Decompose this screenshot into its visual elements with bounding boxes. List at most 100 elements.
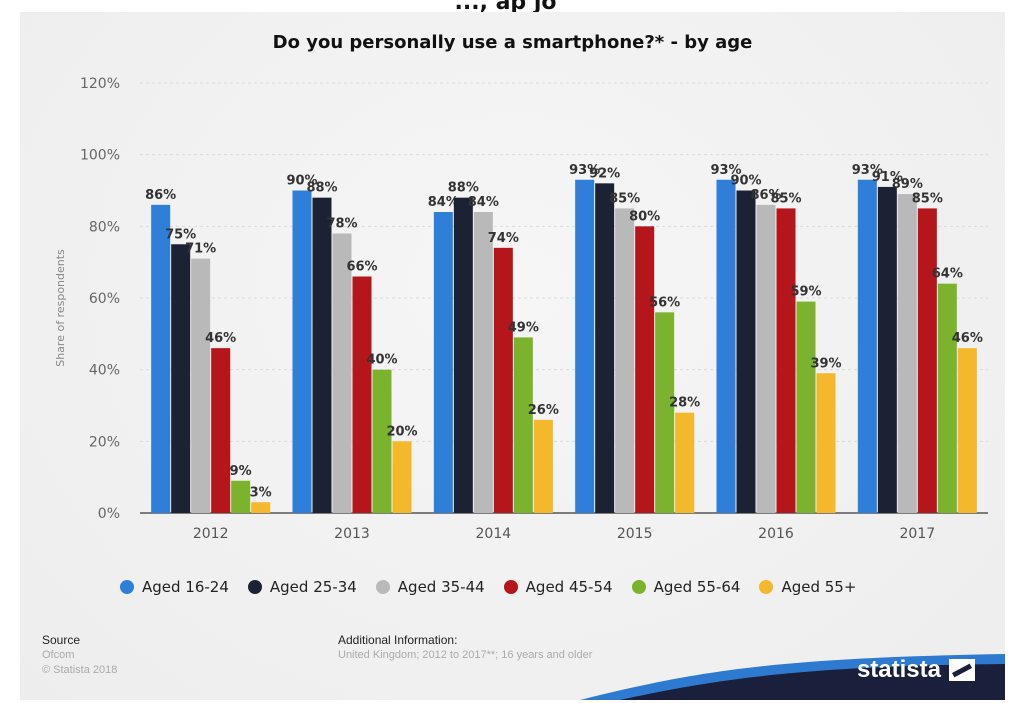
data-label: 85% bbox=[770, 191, 801, 206]
y-tick-label: 40% bbox=[89, 363, 120, 379]
bar bbox=[433, 212, 453, 513]
data-label: 46% bbox=[952, 331, 983, 346]
x-tick-label: 2012 bbox=[193, 526, 229, 542]
y-tick-label: 0% bbox=[98, 506, 120, 522]
data-label: 40% bbox=[366, 353, 397, 368]
brand-name: statista bbox=[856, 656, 941, 683]
legend-label: Aged 25-34 bbox=[269, 578, 357, 596]
footer-dark-band bbox=[620, 664, 1005, 700]
chart-legend: Aged 16-24 Aged 25-34 Aged 35-44 Aged 45-54… bbox=[120, 575, 940, 599]
legend-label: Aged 16-24 bbox=[142, 578, 229, 596]
data-label: 64% bbox=[932, 267, 963, 282]
footer-band bbox=[580, 654, 1005, 700]
bar bbox=[473, 212, 493, 513]
bar bbox=[575, 179, 595, 513]
data-label: 59% bbox=[790, 285, 821, 300]
bar bbox=[292, 190, 312, 513]
bar bbox=[171, 244, 191, 513]
bar bbox=[635, 226, 655, 514]
chart-title: Do you personally use a smartphone?* - b… bbox=[272, 32, 753, 53]
bar bbox=[776, 208, 796, 513]
source-line-ofcom: Ofcom bbox=[42, 649, 75, 661]
y-axis-label: Share of respondents bbox=[54, 249, 67, 367]
data-label: 78% bbox=[326, 217, 357, 232]
legend-item[interactable]: Aged 55+ bbox=[759, 578, 856, 596]
legend-label: Aged 55-64 bbox=[653, 578, 741, 596]
bar bbox=[191, 258, 211, 513]
data-label: 84% bbox=[428, 195, 459, 210]
data-label: 90% bbox=[286, 174, 317, 189]
source-line-copyright: © Statista 2018 bbox=[42, 664, 118, 676]
legend-item[interactable]: Aged 35-44 bbox=[375, 578, 485, 596]
additional-info-heading: Additional Information: bbox=[338, 633, 458, 647]
legend-item[interactable]: Aged 45-54 bbox=[503, 578, 613, 596]
data-label: 88% bbox=[306, 181, 337, 196]
legend-swatch bbox=[503, 580, 518, 594]
data-label: 46% bbox=[205, 331, 236, 346]
y-tick-label: 100% bbox=[80, 148, 120, 164]
data-label: 75% bbox=[165, 227, 196, 242]
legend-label: Aged 55+ bbox=[781, 578, 857, 596]
bar bbox=[917, 208, 937, 513]
additional-info-block: Additional Information: United Kingdom; … bbox=[338, 633, 592, 663]
bar bbox=[756, 204, 776, 514]
data-label: 86% bbox=[750, 188, 781, 203]
cut-off-heading-fragment: ..., ap jo bbox=[454, 0, 557, 15]
legend-swatch bbox=[247, 580, 262, 594]
bar bbox=[615, 208, 635, 513]
data-label: 90% bbox=[730, 174, 761, 189]
data-label: 85% bbox=[912, 191, 943, 206]
legend-item[interactable]: Aged 55-64 bbox=[631, 578, 741, 596]
data-label: 92% bbox=[589, 166, 620, 181]
bar bbox=[716, 179, 736, 513]
source-heading: Source bbox=[42, 633, 81, 647]
data-label: 56% bbox=[649, 295, 680, 310]
data-label: 20% bbox=[386, 424, 417, 439]
statista-brand[interactable]: statista bbox=[857, 656, 975, 684]
data-label: 89% bbox=[892, 177, 923, 192]
data-label: 91% bbox=[872, 170, 903, 185]
bar bbox=[251, 502, 271, 513]
data-label: 71% bbox=[185, 242, 216, 257]
bar bbox=[493, 247, 513, 514]
data-label: 84% bbox=[468, 195, 499, 210]
data-label: 93% bbox=[569, 163, 600, 178]
data-label: 49% bbox=[508, 320, 539, 335]
legend-label: Aged 45-54 bbox=[525, 578, 613, 596]
bar bbox=[675, 412, 695, 513]
bar bbox=[533, 419, 553, 513]
statista-logo-icon bbox=[949, 659, 975, 681]
data-label: 9% bbox=[230, 464, 252, 479]
data-label: 3% bbox=[250, 485, 272, 500]
bar bbox=[453, 197, 473, 513]
x-tick-label: 2016 bbox=[758, 526, 794, 542]
data-label: 88% bbox=[448, 181, 479, 196]
data-label: 80% bbox=[629, 209, 660, 224]
legend-swatch bbox=[375, 580, 390, 594]
additional-info-text: United Kingdom; 2012 to 2017**; 16 years… bbox=[338, 649, 593, 661]
bar bbox=[736, 190, 756, 513]
bar bbox=[957, 348, 977, 513]
data-label: 66% bbox=[346, 260, 377, 275]
x-tick-label: 2015 bbox=[617, 526, 653, 542]
x-tick-label: 2014 bbox=[476, 526, 512, 542]
bar bbox=[312, 197, 332, 513]
data-label: 85% bbox=[609, 191, 640, 206]
data-label: 93% bbox=[852, 163, 883, 178]
data-label: 74% bbox=[488, 231, 519, 246]
data-label: 93% bbox=[710, 163, 741, 178]
bar bbox=[392, 441, 412, 513]
y-tick-label: 120% bbox=[80, 76, 120, 92]
legend-item[interactable]: Aged 25-34 bbox=[247, 578, 357, 596]
bar bbox=[816, 373, 836, 513]
bar bbox=[937, 283, 957, 513]
legend-swatch bbox=[120, 580, 134, 594]
data-label: 39% bbox=[810, 356, 841, 371]
chart-card: Do you personally use a smartphone?* - b… bbox=[20, 12, 1005, 700]
bar bbox=[897, 194, 917, 514]
bar bbox=[352, 276, 372, 513]
bar bbox=[332, 233, 352, 513]
legend-item[interactable]: Aged 16-24 bbox=[120, 578, 229, 596]
bar bbox=[595, 183, 615, 514]
bar-chart: 0% 20% 40% 60% 80% 100% 120% Share of responden… bbox=[54, 76, 988, 542]
